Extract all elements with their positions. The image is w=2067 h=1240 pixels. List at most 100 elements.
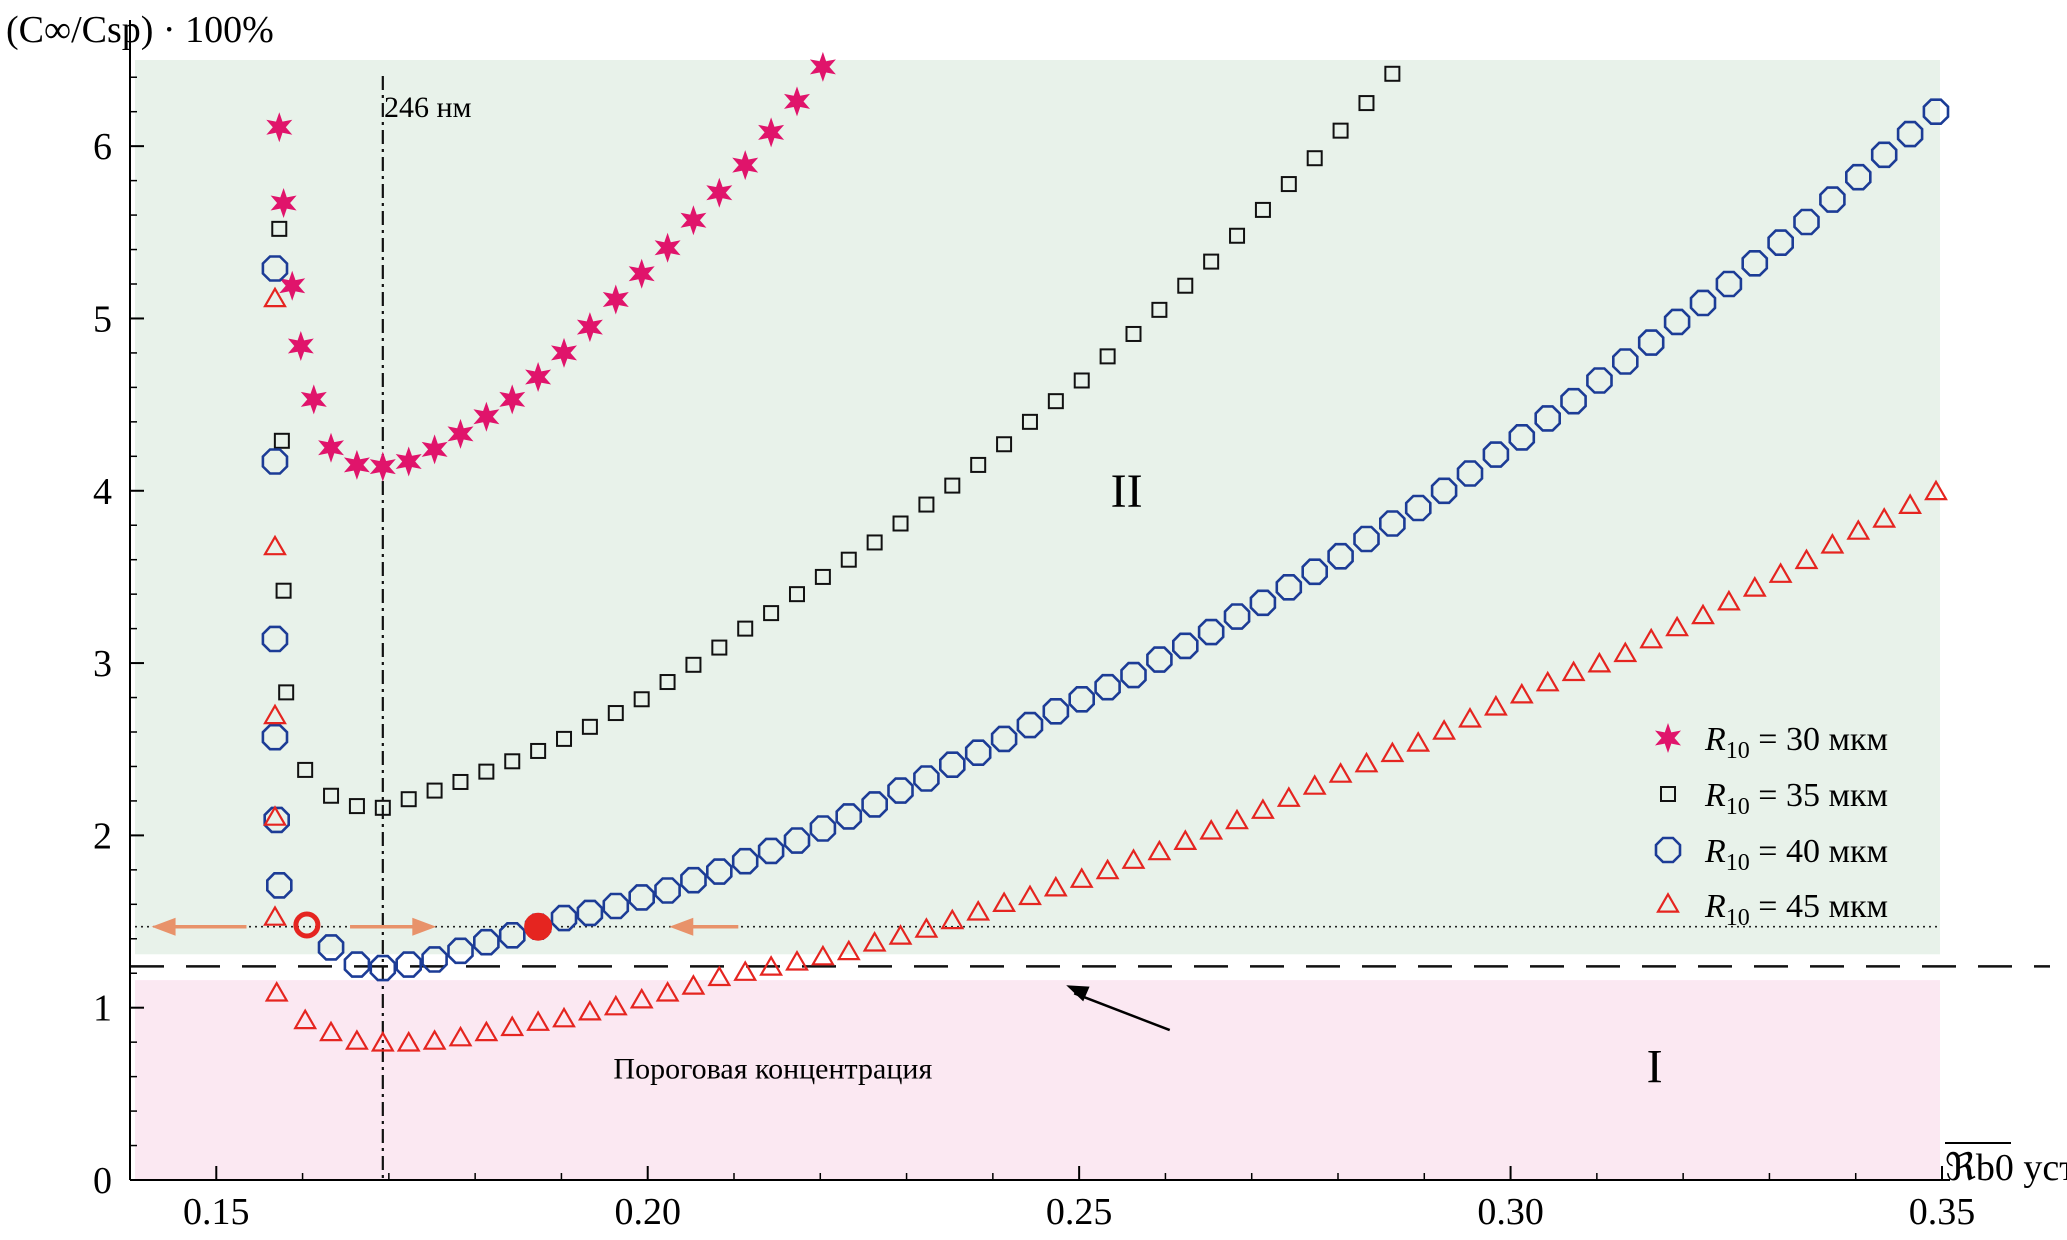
data-point xyxy=(914,917,939,938)
data-point xyxy=(500,1015,525,1037)
data-point xyxy=(552,1006,576,1028)
data-point xyxy=(681,974,706,995)
data-point xyxy=(1742,575,1767,597)
data-point xyxy=(1120,661,1147,689)
data-point xyxy=(1358,95,1375,112)
data-point xyxy=(732,150,759,181)
data-point xyxy=(266,112,293,143)
data-point xyxy=(526,1010,551,1031)
data-point xyxy=(263,286,287,308)
data-point xyxy=(1249,589,1277,617)
legend-item-1: R10 = 30 мкм xyxy=(1655,721,1888,764)
data-point xyxy=(731,847,759,875)
data-point xyxy=(1691,603,1715,625)
data-point xyxy=(1354,751,1379,773)
data-point xyxy=(1173,829,1198,851)
data-point xyxy=(264,981,289,1002)
data-point xyxy=(1665,615,1690,637)
data-point xyxy=(654,232,681,263)
data-point xyxy=(1095,858,1120,880)
data-point xyxy=(263,805,287,826)
data-point xyxy=(784,86,810,117)
data-point xyxy=(918,496,935,513)
legend-item-2: R10 = 35 мкм xyxy=(1660,777,1888,820)
data-point xyxy=(1021,413,1038,430)
data-point xyxy=(1896,120,1924,148)
data-point xyxy=(369,954,397,982)
data-point xyxy=(1586,367,1613,394)
data-point xyxy=(1482,441,1510,468)
y-tick-label: 6 xyxy=(93,126,112,168)
data-point xyxy=(964,739,992,767)
data-point xyxy=(1534,405,1561,432)
data-point xyxy=(318,432,344,463)
data-point xyxy=(370,1030,395,1052)
data-point xyxy=(996,436,1013,453)
data-point xyxy=(287,331,314,361)
data-point xyxy=(396,1030,421,1052)
data-point xyxy=(1099,348,1116,365)
data-point xyxy=(1637,329,1665,356)
y-tick-label: 5 xyxy=(93,298,112,340)
data-point xyxy=(1250,798,1275,819)
data-point xyxy=(1147,839,1172,861)
legend-item-3: R10 = 40 мкм xyxy=(1654,833,1888,876)
data-point xyxy=(278,684,295,701)
data-point xyxy=(1846,519,1871,540)
data-point xyxy=(271,220,288,237)
legend-label: R10 = 30 мкм xyxy=(1704,721,1888,764)
x-tick-label: 0.15 xyxy=(183,1191,250,1233)
data-point xyxy=(1016,711,1044,739)
data-point xyxy=(1922,98,1950,125)
data-point xyxy=(530,742,547,759)
data-point xyxy=(733,960,758,981)
data-point xyxy=(1663,308,1691,336)
series xyxy=(261,51,1950,1052)
region-I xyxy=(135,980,1940,1180)
data-point xyxy=(1845,163,1872,191)
data-point xyxy=(607,705,624,722)
data-point xyxy=(1870,141,1898,169)
data-point xyxy=(1793,208,1820,236)
data-point xyxy=(1561,660,1586,682)
data-point xyxy=(861,791,889,818)
data-point xyxy=(1741,250,1769,277)
data-point xyxy=(422,1029,447,1050)
data-point xyxy=(1146,646,1173,673)
data-point xyxy=(1225,808,1249,830)
range-arrow-head xyxy=(669,917,694,936)
data-point xyxy=(680,205,707,236)
data-point xyxy=(1042,697,1070,725)
data-point xyxy=(343,951,371,978)
data-point xyxy=(472,928,500,956)
data-point xyxy=(1689,289,1717,317)
legend-marker xyxy=(1655,723,1681,753)
data-point xyxy=(1432,719,1457,740)
data-point xyxy=(1508,423,1536,451)
data-point xyxy=(1094,673,1121,701)
data-point xyxy=(581,718,598,735)
legend-marker xyxy=(1660,786,1676,802)
data-point xyxy=(862,931,887,952)
data-point xyxy=(1125,325,1142,342)
data-point xyxy=(788,586,805,603)
data-point xyxy=(602,284,629,315)
data-point xyxy=(1203,253,1220,270)
data-point xyxy=(1177,277,1194,294)
data-point xyxy=(261,625,289,653)
series-2 xyxy=(271,65,1401,816)
data-point xyxy=(809,815,837,842)
data-point xyxy=(525,362,552,392)
y-tick-label: 4 xyxy=(93,471,112,513)
x-tick-label: 0.25 xyxy=(1046,1191,1113,1233)
data-point xyxy=(576,312,603,343)
data-point xyxy=(1483,694,1508,716)
region-label-II: II xyxy=(1111,465,1143,518)
data-point xyxy=(1332,122,1349,139)
data-point xyxy=(263,534,287,556)
data-point xyxy=(888,924,913,945)
data-point xyxy=(655,981,680,1002)
legend-marker xyxy=(1656,892,1680,913)
data-point xyxy=(1121,848,1146,869)
data-point xyxy=(809,51,836,82)
